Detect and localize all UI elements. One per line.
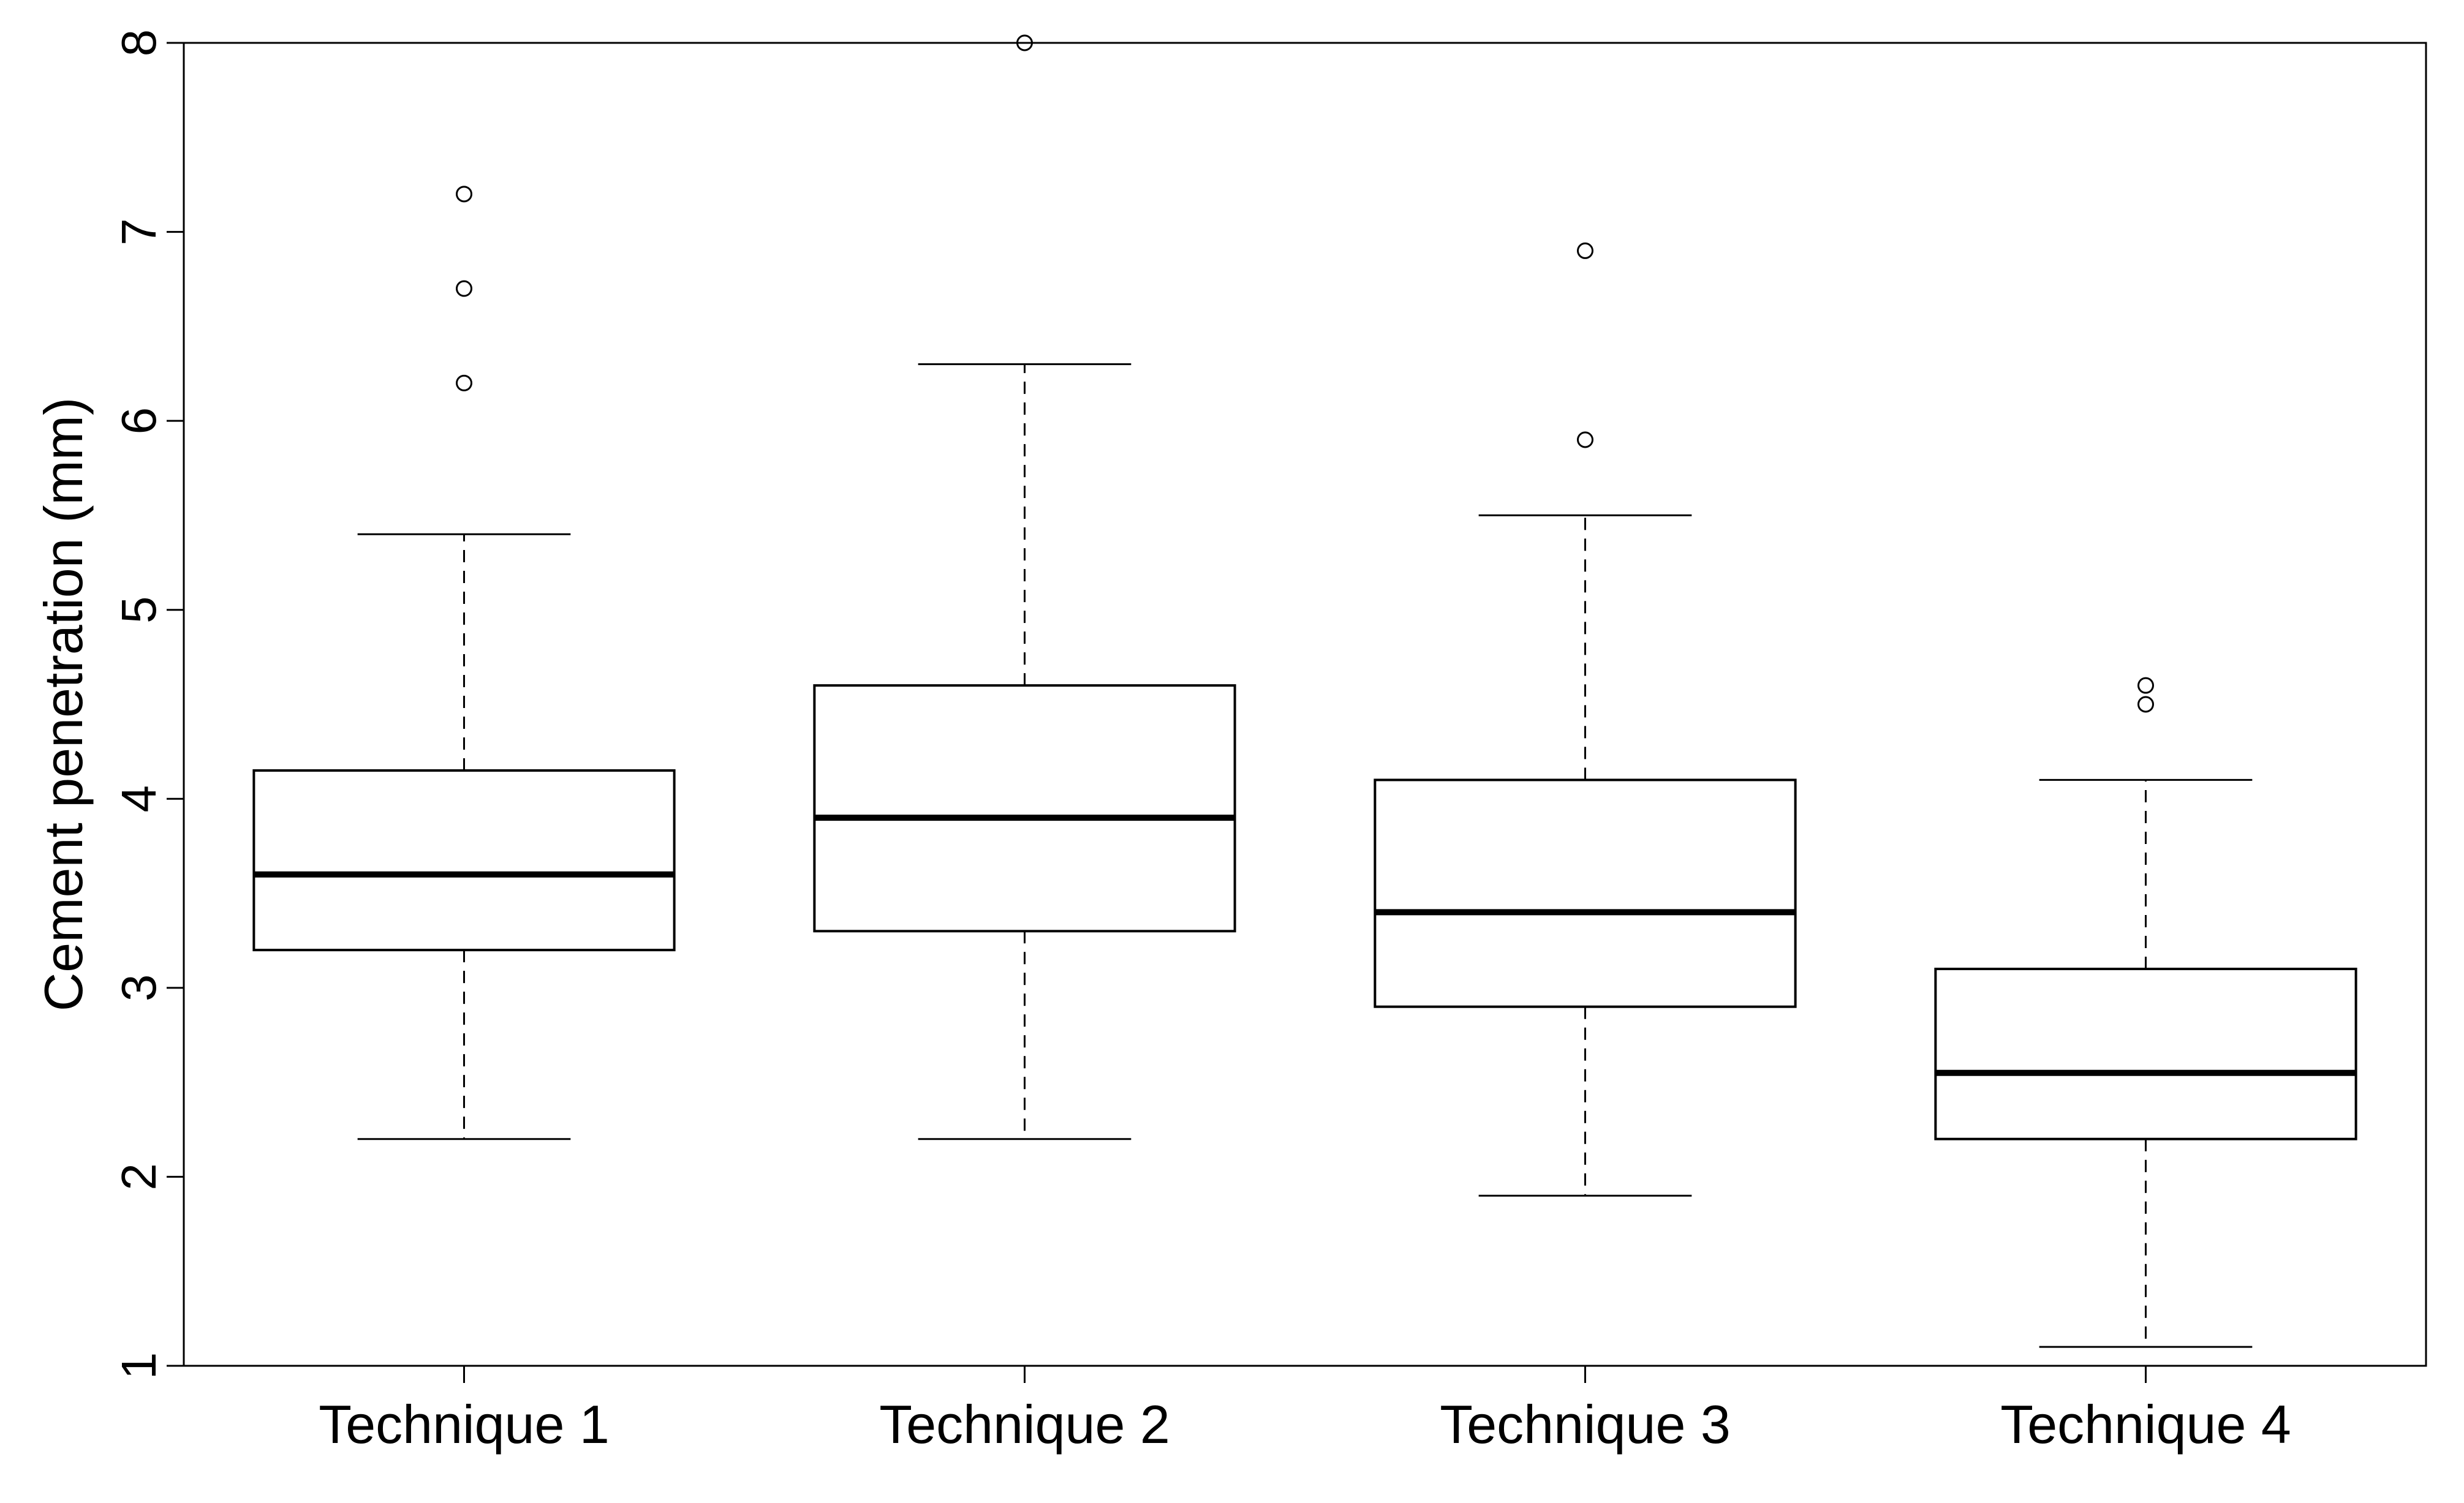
boxplot-chart: 1 2 3 4 5 6 7 8 Cement penetration (mm) Technique… [0, 0, 2464, 1503]
y-tick-label: 7 [111, 218, 166, 246]
y-axis-label: Cement penetration (mm) [33, 397, 94, 1012]
y-tick-label: 8 [111, 29, 166, 57]
x-tick-label: Technique 2 [879, 1394, 1170, 1455]
y-tick-label: 4 [111, 785, 166, 813]
y-tick-label: 6 [111, 407, 166, 435]
x-tick-label: Technique 3 [1440, 1394, 1731, 1455]
chart-svg: 1 2 3 4 5 6 7 8 Cement penetration (mm) Technique… [0, 0, 2464, 1503]
y-tick-label: 1 [111, 1352, 166, 1380]
x-tick-label: Technique 4 [2000, 1394, 2291, 1455]
y-tick-label: 3 [111, 974, 166, 1002]
y-tick-label: 2 [111, 1163, 166, 1191]
x-tick-label: Technique 1 [319, 1394, 610, 1455]
y-tick-label: 5 [111, 596, 166, 623]
